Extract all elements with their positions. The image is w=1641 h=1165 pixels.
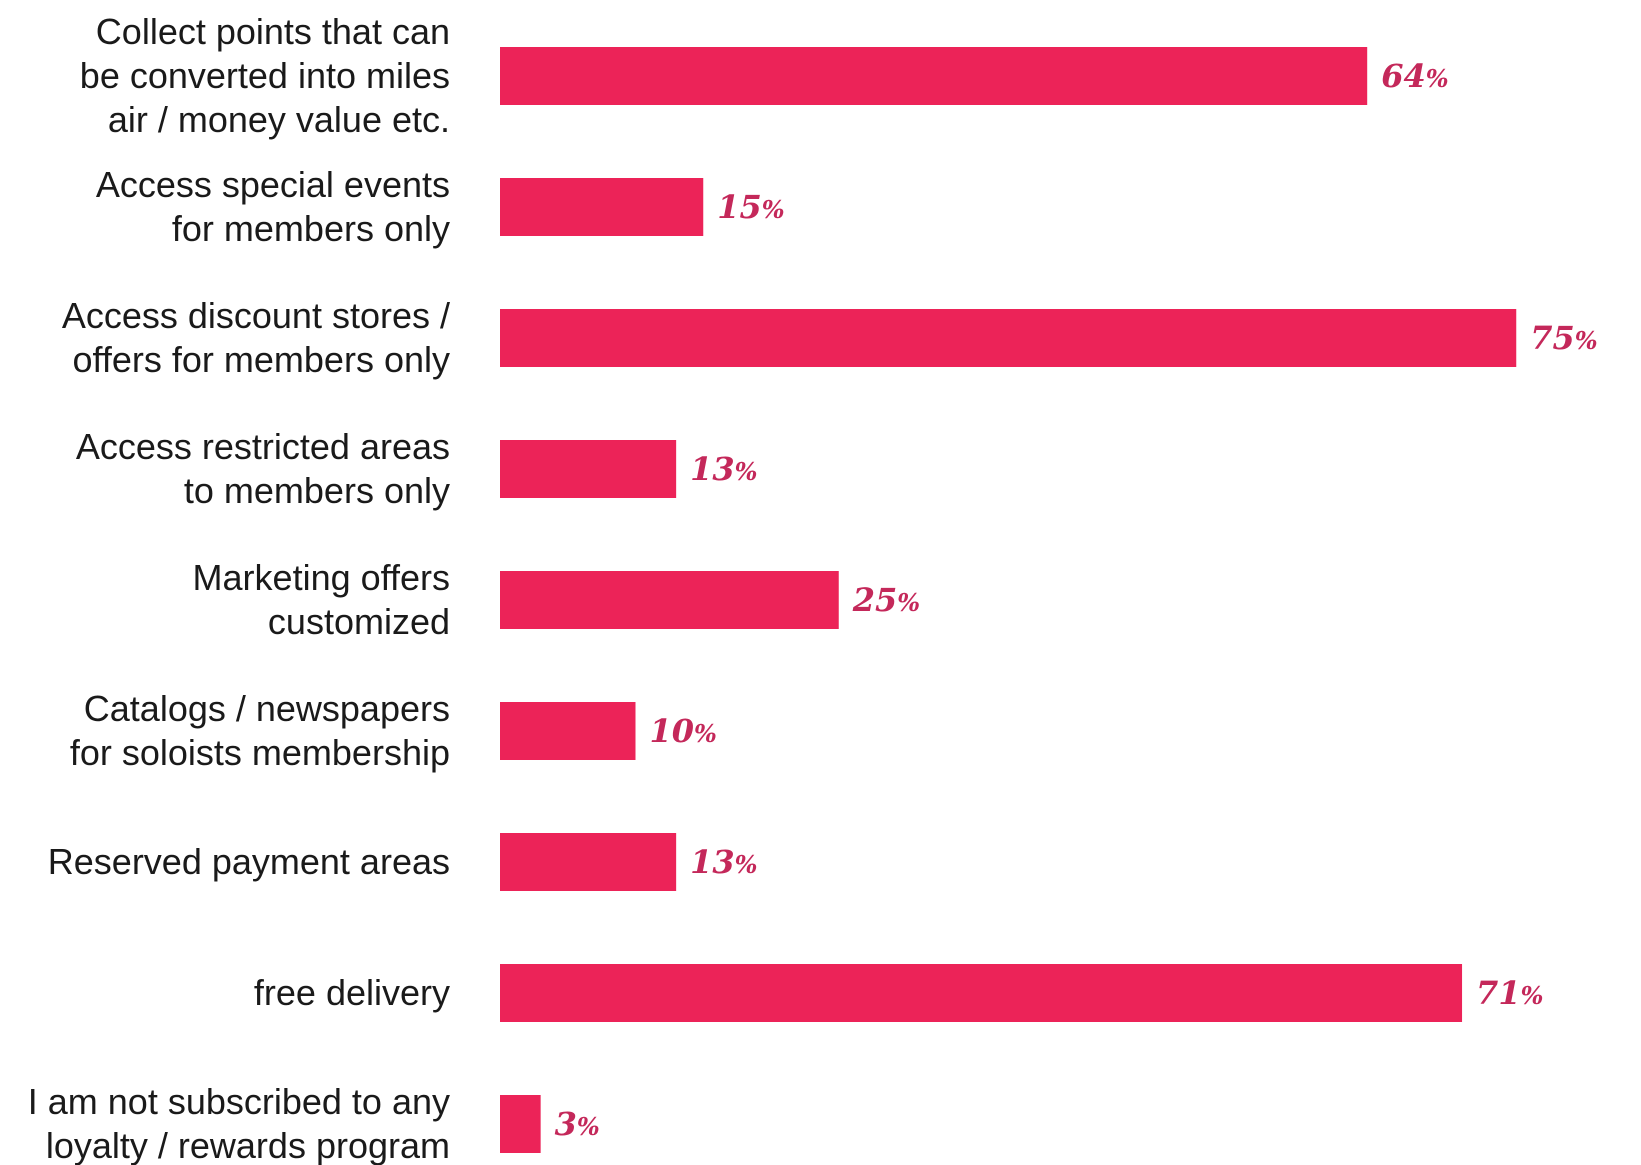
value-label-5: 10% [650,712,717,750]
category-label-3: Access restricted areas to members only [76,426,450,511]
value-label-2: 75% [1530,319,1597,357]
category-label-8: I am not subscribed to any loyalty / rewa… [28,1081,450,1165]
category-label-1: Access special events for members only [96,164,450,249]
category-label-5: Catalogs / newspapers for soloists member… [70,688,450,773]
value-label-4: 25% [852,581,920,619]
bar-2 [500,309,1517,367]
bar-8 [500,1095,541,1153]
category-label-2: Access discount stores / offers for membe… [62,295,450,380]
value-label-0: 64% [1381,57,1448,95]
bar-1 [500,178,704,236]
category-label-7: free delivery [254,972,450,1013]
value-label-6: 13% [690,843,757,881]
category-label-0: Collect points that can be converted into… [80,11,450,140]
category-label-6: Reserved payment areas [48,841,450,882]
bar-0 [500,47,1368,105]
value-label-8: 3% [555,1105,600,1143]
value-label-7: 71% [1476,974,1543,1012]
value-label-3: 13% [690,450,757,488]
bar-5 [500,702,636,760]
bar-7 [500,964,1463,1022]
bar-6 [500,833,677,891]
category-label-4: Marketing offers customized [193,557,450,642]
value-label-1: 15% [717,188,784,226]
bar-4 [500,571,839,629]
bar-3 [500,440,677,498]
